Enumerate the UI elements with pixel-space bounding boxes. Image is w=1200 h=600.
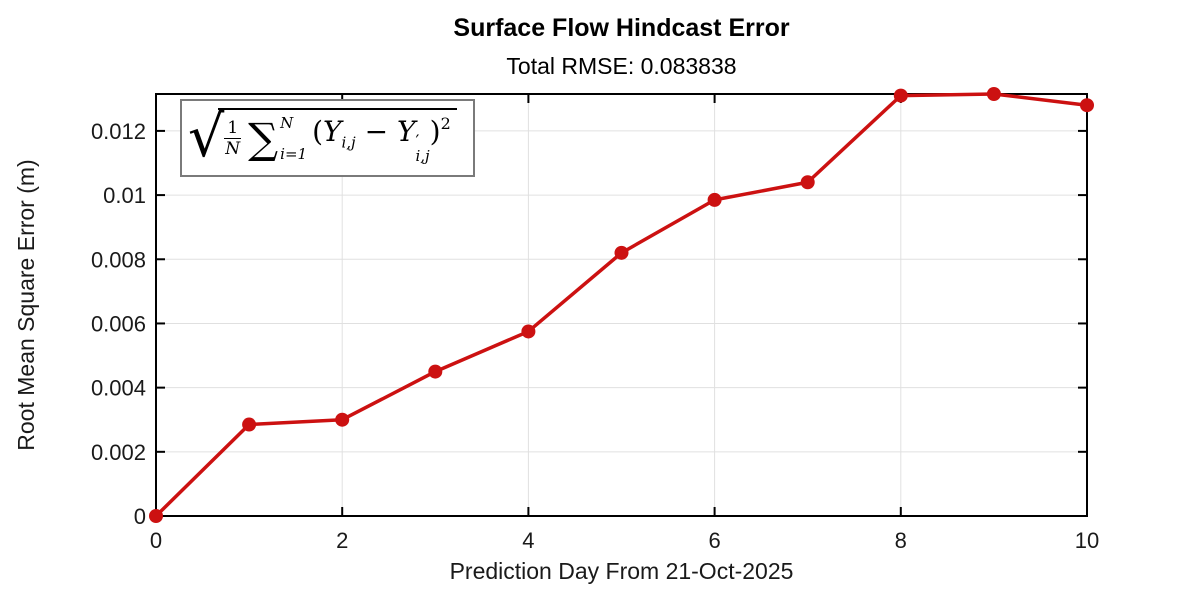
y-tick-label: 0.004: [91, 376, 146, 401]
rmse-formula-box: √ 1 N ∑ N i=1 (Yi,j − Y ′ i,j)2: [180, 99, 475, 177]
data-point-day-3: [428, 364, 443, 379]
formula-summation: ∑ N i=1: [248, 113, 308, 163]
fraction-denominator: N: [225, 139, 241, 160]
formula-expression: (Yi,j − Y ′ i,j)2: [312, 114, 451, 166]
y-tick-label: 0.006: [91, 311, 146, 336]
data-point-day-5: [614, 245, 629, 260]
x-tick-label: 0: [150, 528, 162, 553]
sum-upper-limit: N: [280, 113, 294, 132]
y-tick-label: 0.012: [91, 119, 146, 144]
chart-title: Surface Flow Hindcast Error: [453, 14, 790, 42]
x-axis-label: Prediction Day From 21-Oct-2025: [449, 558, 794, 584]
axis-box: [155, 93, 1088, 517]
data-point-day-8: [893, 88, 908, 103]
chart-subtitle: Total RMSE: 0.083838: [506, 53, 737, 79]
sqrt-symbol: √: [188, 103, 225, 170]
fraction-numerator: 1: [224, 118, 242, 140]
data-point-day-9: [986, 87, 1001, 101]
formula-radicand: 1 N ∑ N i=1 (Yi,j − Y ′ i,j)2: [218, 108, 457, 166]
x-tick-label: 2: [336, 528, 348, 553]
sum-lower-limit: i=1: [280, 144, 308, 163]
y-tick-label: 0.01: [103, 183, 146, 208]
data-point-day-7: [800, 175, 815, 190]
data-point-day-4: [521, 324, 536, 339]
data-point-day-2: [335, 412, 350, 427]
y-tick-label: 0.002: [91, 440, 146, 465]
y-tick-label: 0: [134, 504, 146, 529]
data-point-day-1: [242, 417, 257, 432]
x-tick-label: 10: [1075, 528, 1099, 553]
data-point-day-6: [707, 192, 722, 207]
formula-fraction: 1 N: [224, 118, 242, 160]
x-tick-label: 4: [522, 528, 534, 553]
data-point-day-0: [149, 509, 163, 523]
y-tick-label: 0.008: [91, 247, 146, 272]
x-tick-label: 8: [895, 528, 907, 553]
data-point-day-10: [1080, 98, 1094, 113]
sigma-symbol: ∑: [248, 113, 279, 163]
x-tick-label: 6: [708, 528, 720, 553]
